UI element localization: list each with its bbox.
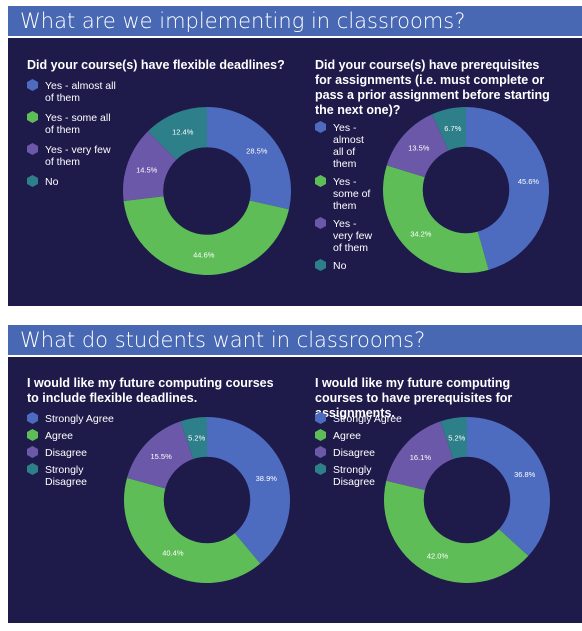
legend-item: Yes - some of them <box>315 175 377 212</box>
slice-value-label: 5.2% <box>448 433 465 442</box>
hexagon-icon <box>315 463 326 475</box>
hexagon-icon <box>27 175 38 187</box>
legend-label: No <box>45 176 59 188</box>
legend-item: No <box>315 259 377 272</box>
hexagon-icon <box>27 111 38 123</box>
slice-value-label: 45.6% <box>518 177 540 186</box>
chart-title-want-flexible-deadlines: I would like my future computing courses… <box>27 376 274 405</box>
legend-item: Disagree <box>315 446 415 459</box>
legend-label: Agree <box>333 430 362 442</box>
slice-value-label: 12.4% <box>172 127 194 136</box>
legend-label: Yes - very few of them <box>45 144 111 168</box>
legend-label: Disagree <box>45 447 88 459</box>
section-title-students-want: What do students want in classrooms? <box>8 325 582 355</box>
hexagon-icon <box>315 121 326 133</box>
legend-label: No <box>333 260 347 272</box>
legend-label: Yes - almost all of them <box>333 122 364 170</box>
slice-value-label: 36.8% <box>514 470 536 479</box>
donut-chart-want-flexible-deadlines: 38.9% 40.4% 15.5% 5.2% <box>123 417 290 583</box>
hexagon-icon <box>27 446 38 458</box>
chart-title-prerequisites: Did your course(s) have prerequisites fo… <box>315 58 550 117</box>
donut-slice <box>383 165 489 273</box>
donut-slice <box>467 417 550 556</box>
legend-item: No <box>27 175 122 188</box>
donut-slice <box>147 107 207 160</box>
slice-value-label: 34.2% <box>410 230 432 239</box>
donut-chart-flexible-deadlines: 28.5% 44.6% 14.5% 12.4% <box>123 107 291 275</box>
legend-label: Agree <box>45 430 74 442</box>
hexagon-icon <box>315 217 326 229</box>
hexagon-icon <box>27 463 38 475</box>
donut-chart-prerequisites: 45.6% 34.2% 13.5% 6.7% <box>383 107 549 273</box>
donut-slice <box>432 107 466 151</box>
slice-value-label: 42.0% <box>427 551 449 560</box>
slice-value-label: 15.5% <box>151 452 173 461</box>
legend-item: Yes - some all of them <box>27 111 122 136</box>
hexagon-icon <box>315 429 326 441</box>
legend-item: Agree <box>27 429 127 442</box>
legend-label: Yes - almost all of them <box>45 80 116 104</box>
donut-slice <box>386 421 454 491</box>
slice-value-label: 16.1% <box>410 453 432 462</box>
slice-value-label: 13.5% <box>408 144 430 153</box>
legend-label: Strongly Agree <box>333 413 402 425</box>
legend-label: Yes - some of them <box>333 176 371 212</box>
legend-item: Yes - very few of them <box>315 217 377 254</box>
legend-item: Strongly Disagree <box>315 463 393 488</box>
donut-slice <box>123 196 289 275</box>
chart-title-want-prerequisites: I would like my future computing courses… <box>315 376 513 420</box>
slice-value-label: 44.6% <box>193 250 215 259</box>
donut-hole <box>423 456 511 544</box>
section-title-implementing: What are we implementing in classrooms? <box>8 6 582 36</box>
donut-slice <box>123 131 177 202</box>
donut-chart-want-prerequisites: 36.8% 42.0% 16.1% 5.2% <box>384 417 550 583</box>
slice-value-label: 40.4% <box>162 549 184 558</box>
donut-hole <box>163 147 251 235</box>
hexagon-icon <box>27 429 38 441</box>
legend-want-prerequisites: Strongly Agree Agree Disagree Strongly D… <box>315 412 415 488</box>
hexagon-icon <box>27 412 38 424</box>
hexagon-icon <box>315 412 326 424</box>
hexagon-icon <box>315 446 326 458</box>
legend-label: Strongly Disagree <box>45 464 88 488</box>
donut-slice <box>127 421 194 489</box>
slice-value-label: 5.2% <box>188 433 205 442</box>
slice-value-label: 38.9% <box>256 474 278 483</box>
legend-item: Agree <box>315 429 415 442</box>
donut-slice <box>466 107 549 270</box>
donut-slice <box>384 480 529 583</box>
legend-item: Strongly Agree <box>315 412 415 425</box>
donut-slice <box>123 477 261 583</box>
chart-title-flexible-deadlines: Did your course(s) have flexible deadlin… <box>27 58 285 72</box>
slice-value-label: 14.5% <box>136 165 158 174</box>
hexagon-icon <box>27 143 38 155</box>
legend-flexible-deadlines: Yes - almost all of them Yes - some all … <box>27 79 122 188</box>
legend-label: Strongly Disagree <box>333 464 376 488</box>
legend-want-flexible-deadlines: Strongly Agree Agree Disagree Strongly D… <box>27 412 127 488</box>
legend-item: Strongly Disagree <box>27 463 105 488</box>
hexagon-icon <box>27 79 38 91</box>
legend-prerequisites: Yes - almost all of them Yes - some of t… <box>315 121 377 272</box>
donut-hole <box>163 456 251 544</box>
donut-slice <box>207 417 290 564</box>
donut-hole <box>422 146 510 234</box>
legend-item: Yes - very few of them <box>27 143 122 168</box>
donut-slice <box>440 417 467 460</box>
donut-slice <box>207 107 291 210</box>
legend-label: Yes - some all of them <box>45 112 111 136</box>
legend-item: Yes - almost all of them <box>27 79 122 104</box>
slice-value-label: 28.5% <box>246 147 268 156</box>
legend-label: Strongly Agree <box>45 413 114 425</box>
legend-item: Strongly Agree <box>27 412 127 425</box>
legend-item: Disagree <box>27 446 127 459</box>
donut-slice <box>180 417 207 460</box>
legend-label: Disagree <box>333 447 376 459</box>
hexagon-icon <box>315 259 326 271</box>
legend-item: Yes - almost all of them <box>315 121 377 170</box>
hexagon-icon <box>315 175 326 187</box>
slice-value-label: 6.7% <box>444 124 461 133</box>
legend-label: Yes - very few of them <box>333 218 373 254</box>
donut-slice <box>386 114 449 178</box>
